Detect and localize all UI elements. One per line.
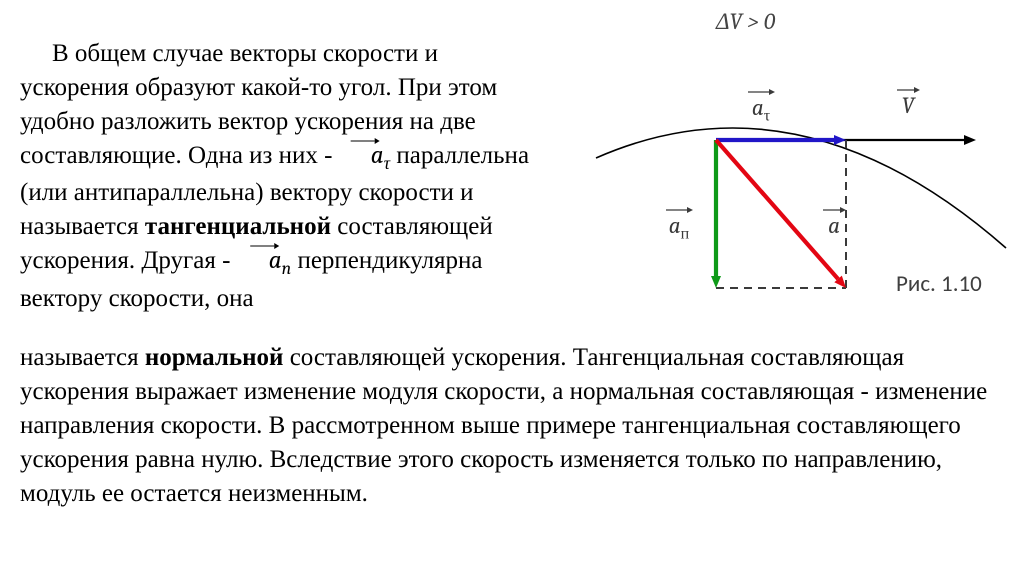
delta-v-label: ΔV > 0 (716, 8, 775, 35)
bold-normal: нормальной (145, 344, 284, 371)
figure-svg (536, 8, 1016, 308)
sub: τ (384, 153, 390, 174)
label-a-tau: aτ (746, 88, 776, 124)
paragraph-2: называется нормальной составляющей ускор… (20, 341, 1004, 511)
sym: a (269, 246, 282, 275)
bold-tangential: тангенциальной (145, 213, 331, 240)
text: называется (20, 344, 145, 371)
figure-caption: Рис. 1.10 (896, 270, 982, 298)
sym: a (371, 141, 384, 170)
sub: п (681, 225, 690, 243)
sym: a (752, 94, 764, 121)
figure-1-10: ΔV > 0 Рис. 1.10 aτ V aп a (536, 8, 1016, 308)
sub: τ (764, 107, 770, 125)
inline-vector-a-n: an (237, 244, 291, 281)
sym: V (896, 94, 920, 117)
sym: a (669, 212, 681, 239)
inline-vector-a-tau: aτ (339, 139, 390, 176)
sym: a (822, 214, 846, 237)
paragraph-1: В общем случае векторы скорости и ускоре… (20, 37, 530, 316)
label-v: V (896, 86, 920, 117)
page: В общем случае векторы скорости и ускоре… (0, 0, 1024, 574)
sub: n (282, 258, 292, 279)
label-a-n: aп (664, 206, 694, 242)
label-a: a (822, 206, 846, 237)
